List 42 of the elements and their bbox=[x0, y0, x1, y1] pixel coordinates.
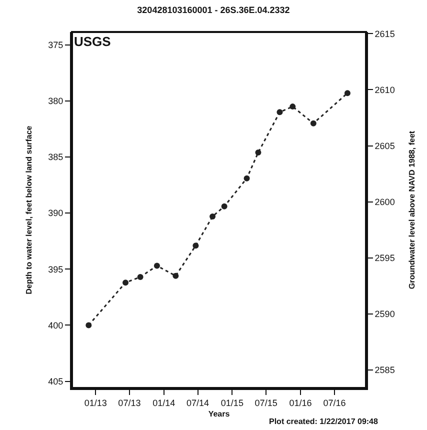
point bbox=[154, 262, 160, 269]
point bbox=[86, 322, 92, 328]
point bbox=[244, 175, 250, 182]
y2-tick-label: 2600 bbox=[374, 197, 395, 208]
point bbox=[344, 90, 350, 96]
y2-tick-label: 2610 bbox=[374, 84, 395, 95]
x-axis-title: Years bbox=[208, 409, 230, 418]
x-tick-label: 07/15 bbox=[254, 398, 278, 408]
y2-tick-label: 2615 bbox=[374, 28, 395, 39]
y-tick-label: 385 bbox=[48, 152, 64, 162]
y-tick-label: 380 bbox=[48, 96, 64, 106]
point bbox=[172, 272, 179, 279]
x-tick-label: 07/13 bbox=[118, 398, 141, 408]
chart-title: 320428103160001 - 26S.36E.04.2332 bbox=[137, 4, 290, 15]
y-tick-label: 390 bbox=[48, 208, 64, 218]
y2-axis-title: Groundwater level above NAVD 1988, feet bbox=[407, 130, 416, 290]
point bbox=[122, 280, 129, 286]
point bbox=[310, 120, 316, 126]
x-tick-label: 01/16 bbox=[289, 398, 312, 408]
x-tick-label: 07/14 bbox=[186, 398, 210, 408]
y2-tick-label: 2590 bbox=[374, 309, 395, 320]
text: Plot created: 1/22/2017 09:48 bbox=[269, 417, 379, 426]
y-tick-label: 375 bbox=[48, 40, 64, 50]
y2-tick-label: 2585 bbox=[374, 365, 395, 376]
y2-tick-label: 2605 bbox=[374, 140, 395, 151]
x-tick-label: 01/14 bbox=[152, 398, 176, 408]
x-tick-label: 07/16 bbox=[323, 398, 346, 408]
annotation: USGS bbox=[74, 34, 112, 49]
point bbox=[221, 203, 228, 210]
point bbox=[290, 104, 296, 110]
point bbox=[210, 213, 216, 220]
x-tick-label: 01/15 bbox=[220, 398, 244, 408]
y-tick-label: 405 bbox=[48, 376, 64, 386]
y-axis-title: Depth to water level, feet below land surface bbox=[24, 125, 34, 294]
point bbox=[137, 274, 144, 280]
x-tick-label: 01/13 bbox=[84, 398, 107, 408]
point bbox=[276, 109, 283, 116]
y-tick-label: 395 bbox=[48, 264, 64, 274]
y-tick-label: 400 bbox=[48, 320, 64, 330]
y2-tick-label: 2595 bbox=[374, 253, 395, 264]
point bbox=[192, 242, 199, 249]
point bbox=[255, 150, 262, 156]
